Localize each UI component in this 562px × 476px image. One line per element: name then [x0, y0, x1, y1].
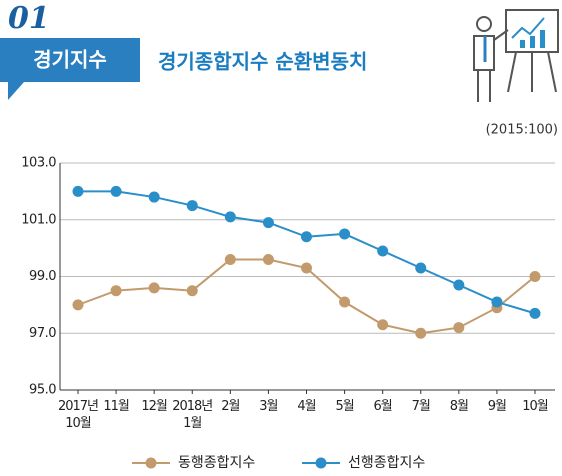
- legend-marker: [315, 457, 327, 469]
- data-point: [529, 307, 541, 319]
- data-point: [262, 253, 274, 265]
- data-point: [415, 262, 427, 274]
- x-tick-label: 7월: [411, 399, 431, 414]
- section-banner: [0, 38, 140, 100]
- legend-label: 선행종합지수: [348, 455, 425, 471]
- unit-label: (2015:100): [486, 123, 558, 138]
- data-point: [377, 319, 389, 331]
- legend-label: 동행종합지수: [178, 455, 255, 471]
- data-point: [148, 282, 160, 294]
- y-tick-label: 95.0: [29, 383, 56, 398]
- data-point: [301, 262, 312, 274]
- data-point: [529, 271, 541, 282]
- data-point: [224, 211, 236, 223]
- x-tick-label: 2017년 10월: [57, 399, 99, 431]
- y-tick-label: 103.0: [21, 156, 56, 171]
- x-tick-label: 3월: [259, 399, 278, 414]
- data-point: [453, 322, 465, 334]
- x-tick-label: 10월: [522, 399, 549, 414]
- y-tick-label: 101.0: [21, 212, 56, 227]
- data-point: [72, 185, 84, 197]
- data-point: [186, 285, 198, 297]
- data-point: [339, 228, 351, 240]
- x-tick-label: 2018년 1월: [172, 399, 213, 431]
- badge: 01: [8, 1, 50, 36]
- data-point: [301, 231, 312, 243]
- data-point: [186, 200, 198, 212]
- data-point: [110, 185, 122, 197]
- y-tick-label: 97.0: [29, 326, 56, 341]
- section-label: 경기지수: [33, 48, 107, 72]
- x-tick-label: 9월: [487, 399, 507, 414]
- data-point: [110, 285, 122, 297]
- presenter-icon: [473, 9, 559, 102]
- data-point: [377, 245, 389, 257]
- y-tick-label: 99.0: [29, 269, 56, 284]
- x-tick-label: 2월: [221, 399, 240, 414]
- x-tick-label: 8월: [449, 399, 469, 414]
- x-tick-label: 11월: [103, 399, 130, 414]
- data-point: [262, 217, 274, 229]
- data-point: [491, 296, 503, 308]
- series-line: [78, 190, 536, 315]
- x-tick-label: 5월: [335, 399, 354, 414]
- title: 경기종합지수 순환변동치: [158, 50, 367, 74]
- data-point: [453, 279, 465, 291]
- x-tick-label: 12월: [141, 399, 168, 414]
- data-point: [339, 296, 351, 308]
- data-point: [148, 191, 160, 203]
- data-point: [224, 253, 236, 265]
- legend-marker: [145, 457, 157, 469]
- x-tick-label: 4월: [297, 399, 316, 414]
- data-point: [415, 327, 427, 339]
- data-point: [72, 299, 84, 311]
- x-tick-label: 6월: [373, 399, 393, 414]
